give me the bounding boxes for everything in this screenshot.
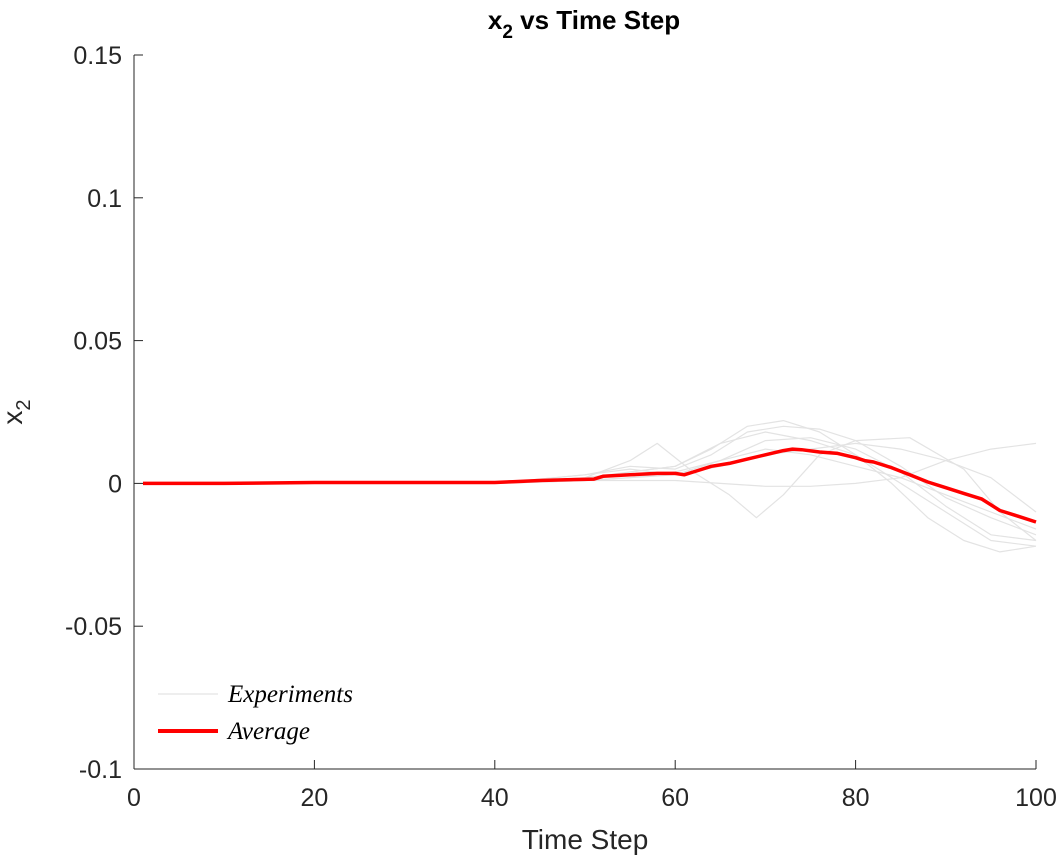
plot-area xyxy=(143,420,1037,553)
legend-experiments-label: Experiments xyxy=(227,681,353,708)
x-tick-label: 0 xyxy=(127,784,141,812)
y-tick-label: 0.05 xyxy=(73,328,122,356)
experiment-line-6 xyxy=(143,431,1037,553)
legend-average-label: Average xyxy=(226,718,310,745)
experiment-lines xyxy=(143,420,1037,553)
x-tick-label: 100 xyxy=(1015,784,1057,812)
x-ticks: 0 20 40 60 80 100 xyxy=(127,760,1057,812)
x-tick-label: 20 xyxy=(300,784,328,812)
y-tick-label: 0.15 xyxy=(73,42,122,70)
average-line-group xyxy=(143,447,1037,524)
y-ticks: -0.1 -0.05 0 0.05 0.1 0.15 xyxy=(65,42,143,784)
experiment-line-4 xyxy=(143,437,1037,542)
x-tick-label: 80 xyxy=(842,784,870,812)
y-tick-label: 0 xyxy=(108,470,122,498)
legend: Experiments Average xyxy=(158,681,353,745)
experiment-line-7 xyxy=(143,448,1037,530)
x-axis-label: Time Step xyxy=(522,824,649,855)
average-line xyxy=(143,447,1037,524)
x-tick-label: 60 xyxy=(661,784,689,812)
y-tick-label: -0.1 xyxy=(79,756,122,784)
experiment-line-3 xyxy=(143,437,1037,541)
y-axis-label: x2 xyxy=(0,399,35,424)
y-tick-label: 0.1 xyxy=(87,185,122,213)
y-tick-label: -0.05 xyxy=(65,613,122,641)
chart-title: x2 vs Time Step xyxy=(488,5,680,43)
x-tick-label: 40 xyxy=(481,784,509,812)
